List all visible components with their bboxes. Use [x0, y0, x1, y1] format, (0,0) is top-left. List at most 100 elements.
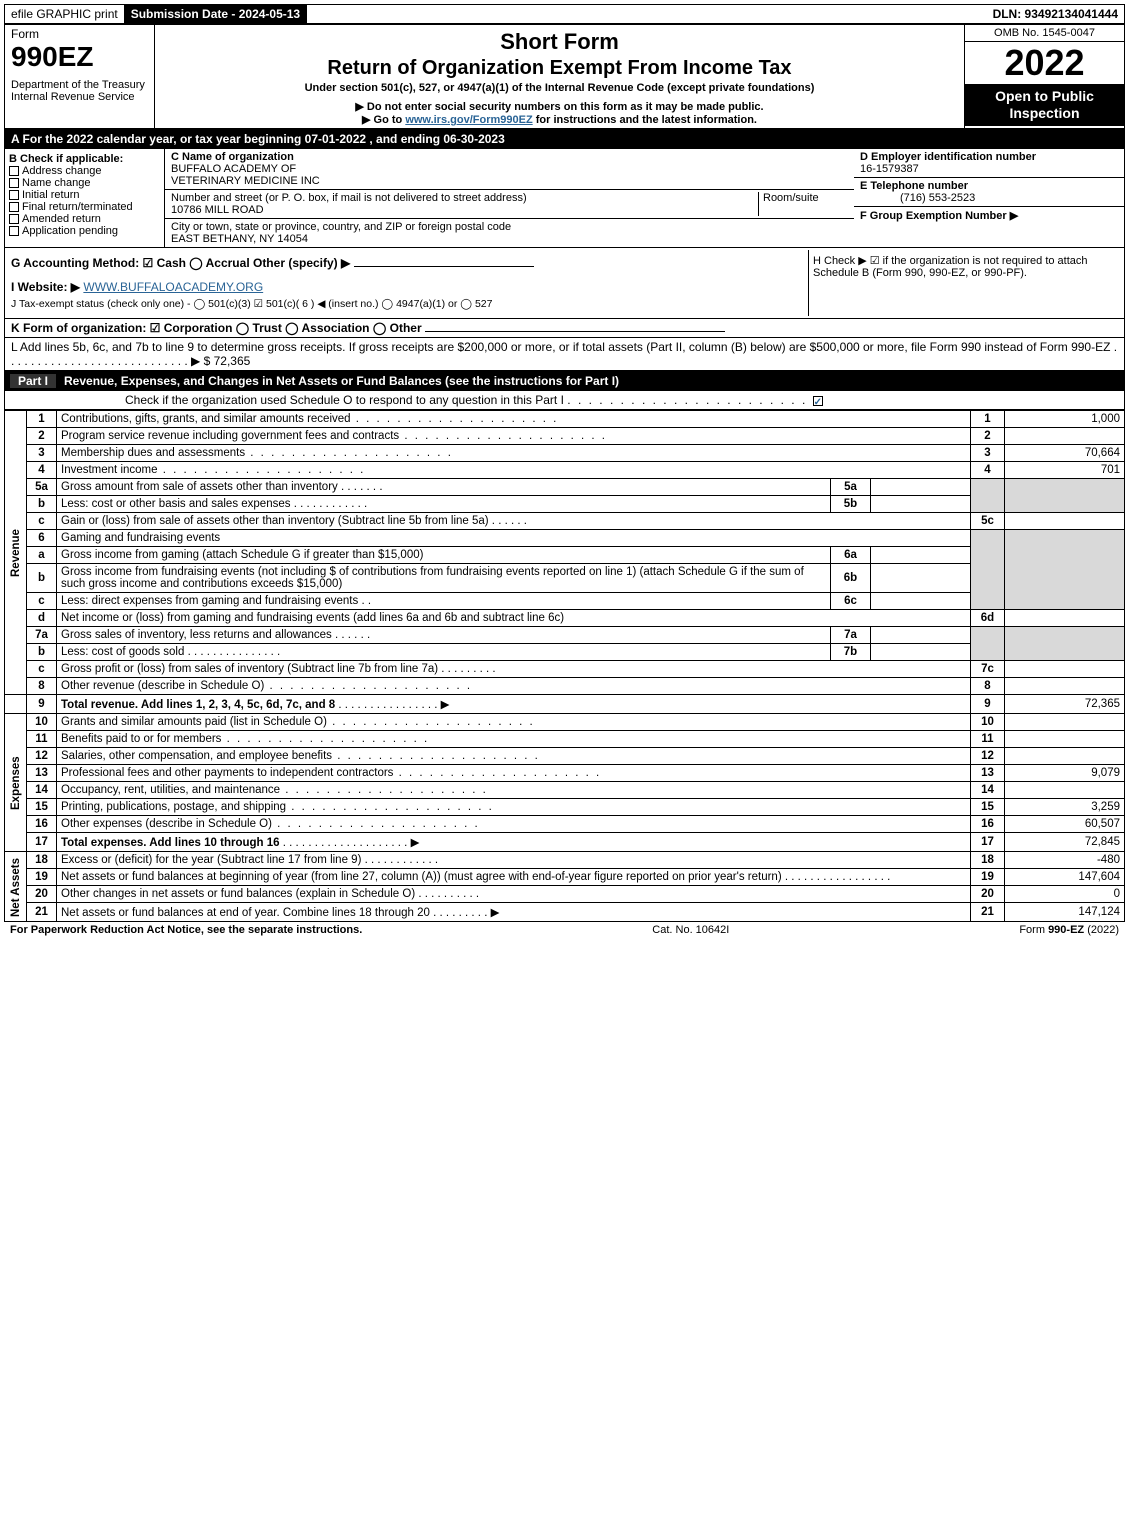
f-label: F Group Exemption Number ▶	[860, 210, 1018, 222]
chk-schedule-o[interactable]	[813, 396, 823, 406]
k-text: K Form of organization: ☑ Corporation ◯ …	[11, 321, 422, 335]
chk-amended[interactable]	[9, 214, 19, 224]
dept-label: Department of the Treasury Internal Reve…	[11, 79, 148, 103]
chk-initial-return[interactable]	[9, 190, 19, 200]
i-label: I Website: ▶	[11, 280, 80, 294]
d12: Salaries, other compensation, and employ…	[61, 750, 332, 762]
a17: 72,845	[1005, 833, 1125, 852]
form-label: Form	[11, 27, 148, 41]
form-header: Form 990EZ Department of the Treasury In…	[4, 24, 1125, 129]
chk-final-return[interactable]	[9, 202, 19, 212]
e-label: E Telephone number	[860, 180, 968, 192]
n10: 10	[27, 714, 57, 731]
a14	[1005, 782, 1125, 799]
open-public: Open to Public Inspection	[965, 84, 1124, 126]
chk-address-change[interactable]	[9, 166, 19, 176]
n5b: b	[27, 496, 57, 513]
b5c: 5c	[971, 513, 1005, 530]
n5a: 5a	[27, 479, 57, 496]
c-name-label: C Name of organization	[171, 151, 294, 163]
l-text: L Add lines 5b, 6c, and 7b to line 9 to …	[11, 340, 1117, 368]
d21: Net assets or fund balances at end of ye…	[61, 907, 430, 919]
n7c: c	[27, 661, 57, 678]
part1-check: Check if the organization used Schedule …	[4, 391, 1125, 410]
l-value: 72,365	[214, 354, 251, 368]
s7a: 7a	[831, 627, 871, 644]
return-title: Return of Organization Exempt From Incom…	[161, 57, 958, 80]
d13: Professional fees and other payments to …	[61, 767, 393, 779]
n20: 20	[27, 886, 57, 903]
line-h: H Check ▶ ☑ if the organization is not r…	[808, 250, 1118, 316]
b17: 17	[971, 833, 1005, 852]
d19: Net assets or fund balances at beginning…	[61, 871, 782, 883]
a12	[1005, 748, 1125, 765]
a8	[1005, 678, 1125, 695]
n15: 15	[27, 799, 57, 816]
chk-name-change[interactable]	[9, 178, 19, 188]
b21: 21	[971, 903, 1005, 922]
short-form-title: Short Form	[161, 29, 958, 55]
street: 10786 MILL ROAD	[171, 204, 264, 216]
b18: 18	[971, 852, 1005, 869]
section-c: C Name of organization BUFFALO ACADEMY O…	[165, 149, 854, 247]
a3: 70,664	[1005, 445, 1125, 462]
n13: 13	[27, 765, 57, 782]
room-suite-label: Room/suite	[758, 192, 848, 216]
line-j: J Tax-exempt status (check only one) - ◯…	[11, 298, 808, 310]
submission-date: Submission Date - 2024-05-13	[125, 5, 307, 23]
a1: 1,000	[1005, 411, 1125, 428]
a10	[1005, 714, 1125, 731]
d18: Excess or (deficit) for the year (Subtra…	[61, 854, 361, 866]
subtitle: Under section 501(c), 527, or 4947(a)(1)…	[161, 82, 958, 94]
n17: 17	[27, 833, 57, 852]
opt-pending: Application pending	[22, 225, 118, 237]
part1-check-text: Check if the organization used Schedule …	[125, 393, 564, 407]
opt-address-change: Address change	[22, 165, 102, 177]
n9: 9	[27, 695, 57, 714]
footer-right: Form 990-EZ (2022)	[1019, 924, 1119, 936]
n1: 1	[27, 411, 57, 428]
ein: 16-1579387	[860, 163, 919, 175]
a4: 701	[1005, 462, 1125, 479]
n8: 8	[27, 678, 57, 695]
irs-link[interactable]: www.irs.gov/Form990EZ	[405, 114, 532, 126]
b20: 20	[971, 886, 1005, 903]
d14: Occupancy, rent, utilities, and maintena…	[61, 784, 280, 796]
chk-pending[interactable]	[9, 226, 19, 236]
b12: 12	[971, 748, 1005, 765]
n16: 16	[27, 816, 57, 833]
part1-header: Part I Revenue, Expenses, and Changes in…	[4, 371, 1125, 391]
footer-left: For Paperwork Reduction Act Notice, see …	[10, 924, 362, 936]
page-footer: For Paperwork Reduction Act Notice, see …	[4, 922, 1125, 938]
n19: 19	[27, 869, 57, 886]
d5c: Gain or (loss) from sale of assets other…	[61, 515, 489, 527]
note-link: ▶ Go to www.irs.gov/Form990EZ for instru…	[161, 113, 958, 126]
s5a: 5a	[831, 479, 871, 496]
line-l: L Add lines 5b, 6c, and 7b to line 9 to …	[4, 338, 1125, 371]
d1: Contributions, gifts, grants, and simila…	[61, 413, 351, 425]
note-ssn: ▶ Do not enter social security numbers o…	[161, 100, 958, 113]
a11	[1005, 731, 1125, 748]
omb-number: OMB No. 1545-0047	[965, 25, 1125, 42]
d3: Membership dues and assessments	[61, 447, 245, 459]
b-label: B Check if applicable:	[9, 153, 160, 165]
a9: 72,365	[1005, 695, 1125, 714]
tax-year: 2022	[965, 42, 1124, 84]
org-info: B Check if applicable: Address change Na…	[4, 149, 1125, 248]
b15: 15	[971, 799, 1005, 816]
n5c: c	[27, 513, 57, 530]
a15: 3,259	[1005, 799, 1125, 816]
d6d: Net income or (loss) from gaming and fun…	[57, 610, 971, 627]
d7b: Less: cost of goods sold	[61, 646, 184, 658]
n21: 21	[27, 903, 57, 922]
s6c: 6c	[831, 593, 871, 610]
website[interactable]: WWW.BUFFALOACADEMY.ORG	[83, 280, 263, 294]
n18: 18	[27, 852, 57, 869]
n2: 2	[27, 428, 57, 445]
b13: 13	[971, 765, 1005, 782]
a2	[1005, 428, 1125, 445]
section-b: B Check if applicable: Address change Na…	[5, 149, 165, 247]
b4: 4	[971, 462, 1005, 479]
line-g: G Accounting Method: ☑ Cash ◯ Accrual Ot…	[11, 256, 350, 270]
efile-label: efile GRAPHIC print	[5, 5, 125, 23]
